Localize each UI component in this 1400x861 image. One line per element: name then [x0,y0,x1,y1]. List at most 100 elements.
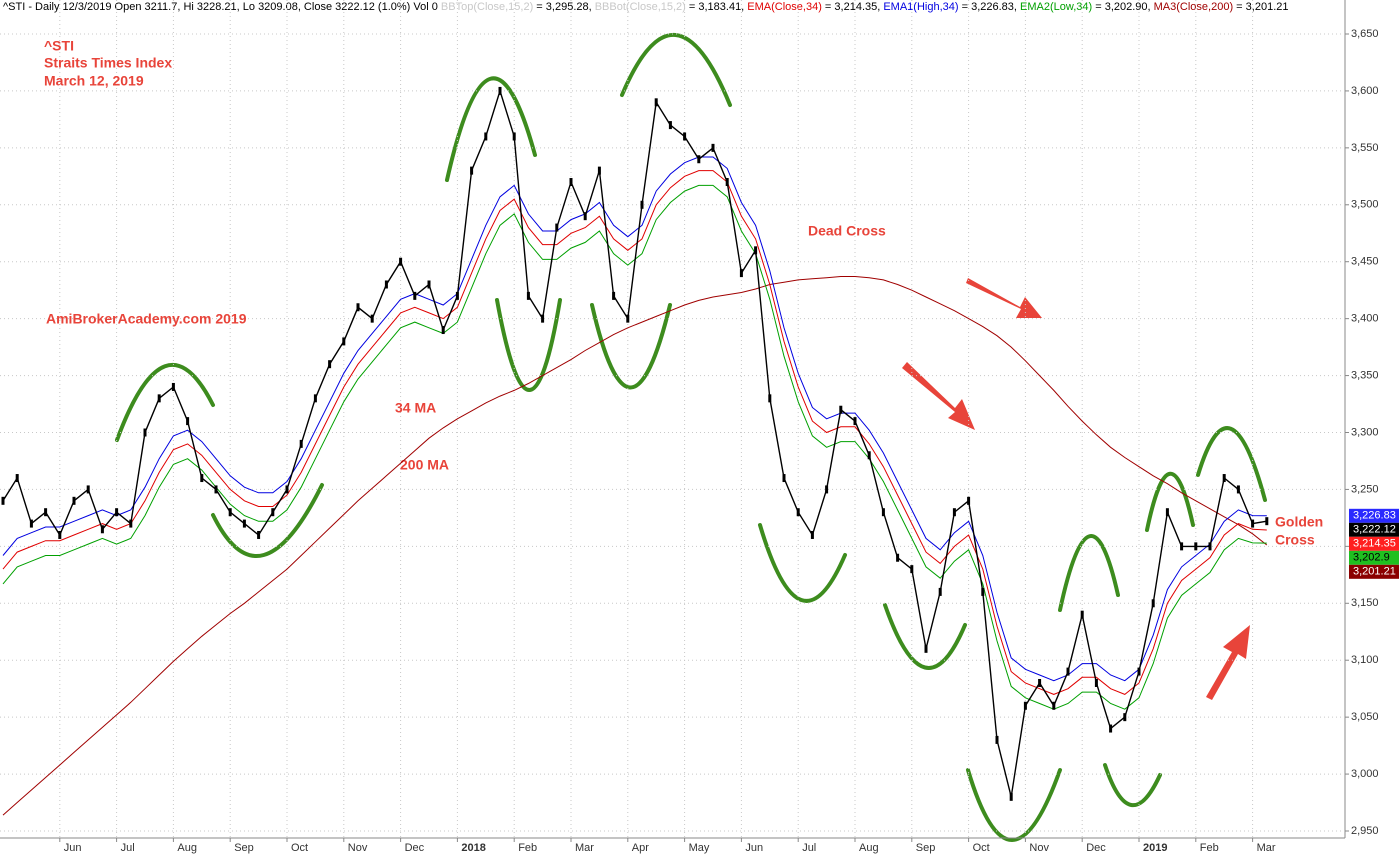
close-point [697,155,701,164]
close-point [484,132,488,141]
arrow [966,278,1042,318]
close-point [1208,542,1212,551]
y-tick-label: 2,950 [1351,825,1379,837]
close-line [2,88,1267,797]
annotation: ^STI [44,38,74,54]
price-tag-label: 3,222.12 [1353,524,1396,536]
close-point [271,508,275,517]
close-point [328,360,332,369]
y-tick-label: 3,600 [1351,85,1379,97]
close-point [1222,474,1226,483]
y-tick-label: 3,450 [1351,256,1379,268]
close-point [413,291,417,300]
x-tick-label: Oct [973,842,990,854]
arc [966,768,1062,842]
close-point [1023,701,1027,710]
x-tick-label: Feb [1200,842,1219,854]
close-point [1109,724,1113,733]
close-point [470,166,474,175]
close-point [612,291,616,300]
annotation: Straits Times Index [44,55,172,71]
price-tag-label: 3,202.9 [1353,552,1390,564]
x-tick-label: 2019 [1143,842,1167,854]
close-point [29,519,33,528]
close-point [171,382,175,391]
price-tag-label: 3,201.21 [1353,566,1396,578]
close-point [1052,701,1056,710]
close-point [754,246,758,255]
y-tick-label: 3,350 [1351,369,1379,381]
close-point [810,530,814,539]
arc [445,76,537,182]
price-tag [1349,536,1399,551]
price-tag-label: 3,214.35 [1353,538,1396,550]
price-tag [1349,522,1399,537]
close-point [1,496,5,505]
arrow [902,362,975,430]
close-point [214,485,218,494]
header-part: BBTop(Close,15,2) [441,1,533,13]
arc [883,603,967,670]
close-point [825,485,829,494]
close-point [200,474,204,483]
arc [115,363,215,442]
close-point [626,314,630,323]
header-part: ^STI - Daily 12/3/2019 Open 3211.7, Hi 3… [3,1,441,13]
close-point [541,314,545,323]
arc [211,483,324,558]
close-point [285,485,289,494]
close-point [427,280,431,289]
header-part: = 3,214.35, [822,1,883,13]
header-part: MA3(Close,200) [1154,1,1233,13]
header-part: = 3,295.28, [533,1,594,13]
close-point [370,314,374,323]
arc [1058,534,1120,612]
ma-line [2,170,1267,695]
header-part: EMA2(Low,34) [1020,1,1092,13]
close-point [583,212,587,221]
close-point [924,644,928,653]
close-point [1009,792,1013,801]
close-point [782,474,786,483]
close-point [981,587,985,596]
x-tick-label: Jun [745,842,763,854]
close-point [299,439,303,448]
close-point [768,394,772,403]
x-tick-label: Aug [859,842,879,854]
close-point [1236,485,1240,494]
close-point [100,525,104,534]
x-tick-label: Aug [177,842,197,854]
close-point [356,303,360,312]
close-point [129,519,133,528]
price-tag [1349,508,1399,523]
close-point [896,553,900,562]
close-point [157,394,161,403]
close-point [44,508,48,517]
close-point [881,508,885,517]
x-tick-label: Mar [1257,842,1276,854]
header-part: EMA1(High,34) [883,1,958,13]
close-point [654,98,658,107]
annotation: 200 MA [400,457,449,473]
y-tick-label: 3,150 [1351,597,1379,609]
y-tick-label: 3,550 [1351,142,1379,154]
x-tick-label: Apr [632,842,649,854]
arc [1145,471,1195,532]
x-tick-label: May [689,842,710,854]
annotation: AmiBrokerAcademy.com 2019 [46,311,247,327]
annotation: Golden [1275,514,1323,530]
annotation: Dead Cross [808,223,886,239]
close-point [1080,610,1084,619]
x-tick-label: Nov [1029,842,1049,854]
close-point [640,200,644,209]
close-point [1194,542,1198,551]
close-point [711,143,715,152]
close-point [228,508,232,517]
header: ^STI - Daily 12/3/2019 Open 3211.7, Hi 3… [3,1,1288,13]
arrow [1206,625,1250,700]
close-point [796,508,800,517]
close-point [668,121,672,130]
x-tick-label: Dec [405,842,425,854]
close-point [1180,542,1184,551]
